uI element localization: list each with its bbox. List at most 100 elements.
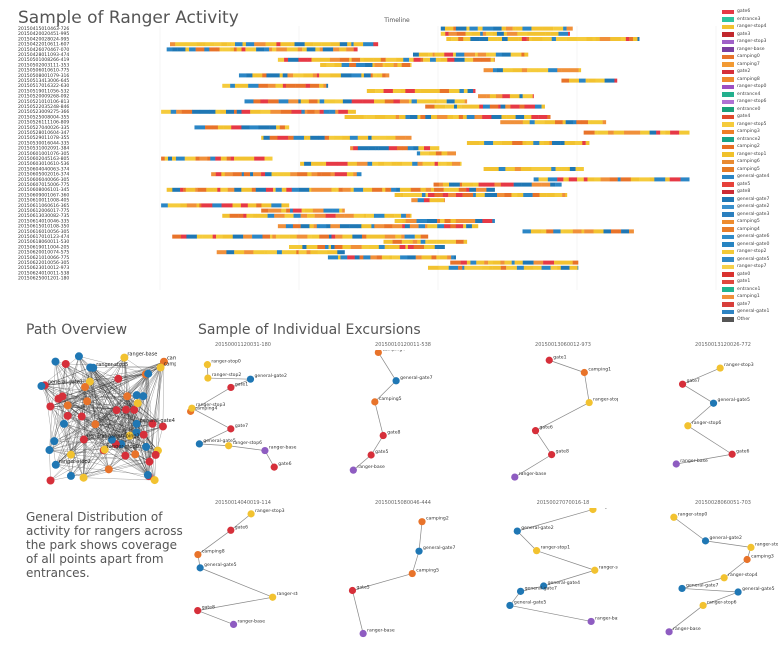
overview-node: [74, 352, 83, 361]
timeline-segment: [370, 255, 377, 260]
timeline-segment: [473, 193, 477, 197]
timeline-segment: [554, 260, 565, 265]
timeline-segment: [512, 26, 516, 31]
timeline-segment: [453, 255, 456, 260]
overview-node-label: camping0: [167, 356, 176, 362]
timeline-row-label: 20150619011004-205: [18, 244, 69, 250]
timeline-segment: [421, 255, 432, 260]
timeline-segment: [511, 260, 515, 265]
legend-item: gate0: [722, 271, 784, 279]
timeline-segment: [475, 187, 487, 192]
timeline-segment: [372, 161, 379, 166]
overview-node: [79, 435, 88, 444]
timeline-segment: [558, 31, 569, 36]
timeline-segment: [399, 99, 410, 104]
timeline-segment: [365, 63, 373, 67]
timeline-segment: [385, 57, 397, 62]
overview-edge: [54, 440, 122, 445]
timeline-segment: [531, 26, 543, 31]
overview-edge: [54, 409, 117, 442]
timeline-segment: [264, 156, 273, 161]
overview-edge: [54, 356, 80, 442]
timeline-segment: [245, 47, 257, 52]
excursion-node-label: ranger-stop3: [755, 541, 778, 547]
overview-edge: [67, 415, 149, 477]
excursion-edge: [207, 377, 251, 380]
timeline-segment: [324, 99, 336, 104]
timeline-segment: [302, 245, 307, 249]
timeline-bar: [483, 167, 584, 171]
overview-edge: [93, 367, 137, 433]
timeline-segment: [422, 161, 425, 166]
legend-item: camping5: [722, 166, 784, 174]
timeline-segment: [680, 177, 690, 182]
excursion-node-label: gate7: [235, 423, 248, 429]
timeline-row-label: 20150601001076-305: [18, 151, 69, 157]
timeline-segment: [373, 57, 382, 62]
timeline-segment: [482, 104, 491, 109]
timeline-segment: [461, 104, 472, 109]
overview-node: [120, 353, 129, 362]
timeline-segment: [262, 73, 267, 78]
excursion-edge: [668, 605, 704, 633]
excursion-node: [204, 374, 212, 382]
timeline-segment: [394, 213, 402, 218]
timeline-segment: [576, 120, 582, 125]
overview-edge: [67, 405, 113, 440]
overview-edge: [103, 378, 119, 451]
timeline-segment: [620, 177, 631, 182]
excursion-node-label: gate6: [540, 425, 553, 431]
timeline-segment: [234, 250, 245, 255]
legend-label: entrance3: [737, 16, 761, 22]
timeline-segment: [487, 182, 495, 187]
timeline-bar: [238, 73, 390, 78]
overview-edge: [63, 401, 88, 425]
timeline-row-label: 20150508001079-316: [18, 73, 69, 79]
timeline-segment: [342, 245, 351, 249]
legend-label: ranger-stop7: [737, 264, 767, 270]
timeline-segment: [449, 187, 456, 192]
timeline-segment: [271, 47, 277, 52]
timeline-segment: [591, 120, 603, 125]
legend-swatch: [722, 114, 734, 119]
excursion-node-label: camping2: [426, 516, 449, 522]
timeline-segment: [560, 229, 565, 234]
timeline-segment: [319, 99, 325, 104]
timeline-segment: [454, 187, 459, 192]
timeline-segment: [389, 245, 400, 249]
timeline-segment: [613, 130, 625, 135]
timeline-segment: [451, 255, 454, 260]
timeline-segment: [312, 73, 318, 78]
timeline-segment: [400, 193, 404, 197]
timeline-segment: [261, 172, 266, 177]
timeline-segment: [621, 229, 630, 234]
timeline-segment: [256, 213, 264, 218]
overview-edge: [78, 356, 86, 388]
timeline-segment: [313, 224, 317, 229]
timeline-segment: [344, 213, 354, 218]
timeline-segment: [428, 115, 432, 119]
timeline-segment: [298, 187, 310, 192]
timeline-segment: [417, 115, 421, 119]
timeline-segment: [450, 260, 461, 265]
timeline-segment: [350, 245, 362, 249]
legend-label: ranger-base: [737, 46, 765, 52]
timeline-segment: [567, 167, 571, 171]
timeline-segment: [445, 239, 457, 244]
timeline-segment: [618, 229, 622, 234]
excursion-node-label: ranger-stop0: [211, 359, 241, 365]
timeline-segment: [522, 141, 527, 145]
overview-node: [122, 405, 131, 414]
timeline-segment: [423, 57, 431, 62]
timeline-segment: [418, 52, 429, 57]
overview-edge: [103, 446, 147, 451]
timeline-row-label: 20150502003111-353: [18, 62, 69, 68]
timeline-segment: [492, 68, 498, 73]
timeline-segment: [382, 73, 386, 78]
excursion-node-label: ranger-stop2: [212, 372, 242, 378]
overview-edge: [78, 356, 105, 450]
overview-edge: [44, 385, 164, 427]
excursion-node: [229, 620, 238, 628]
timeline-segment: [448, 193, 457, 197]
timeline-segment: [472, 182, 479, 187]
